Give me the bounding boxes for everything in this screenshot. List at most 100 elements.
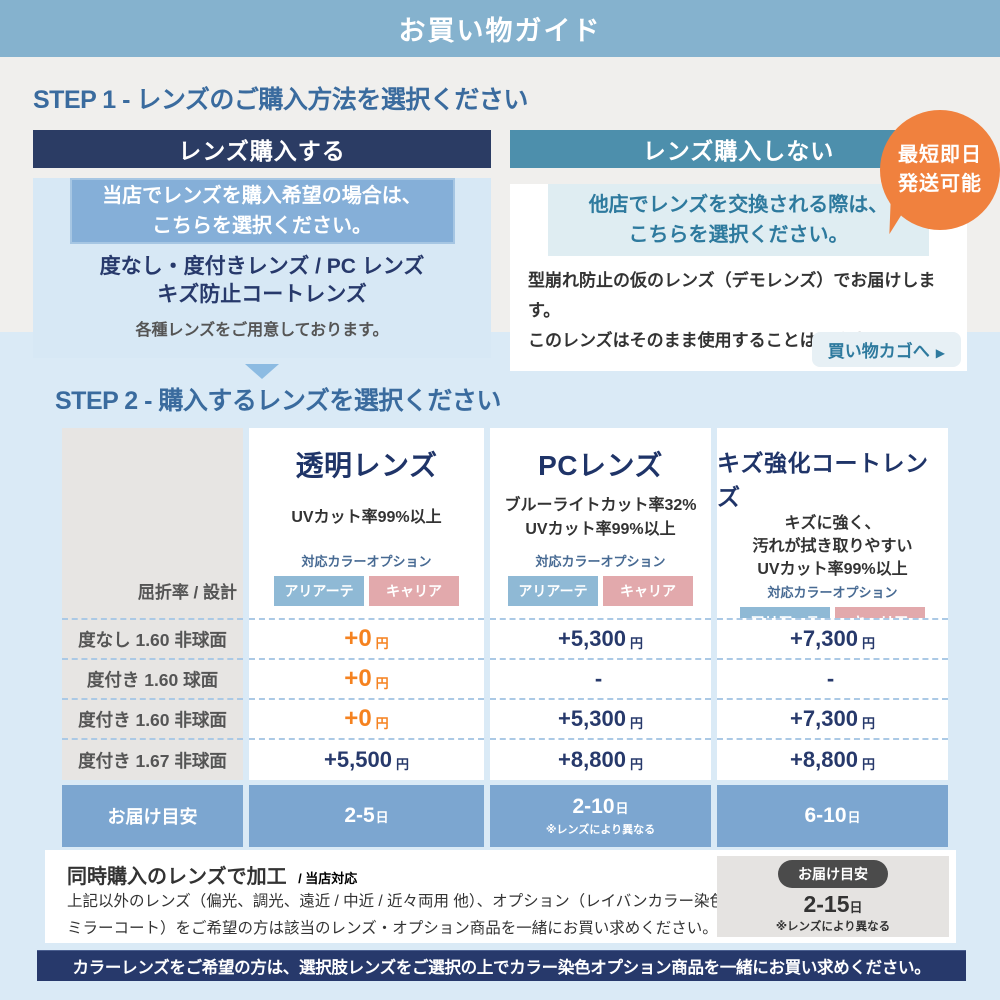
- delivery-days: 2-5: [344, 804, 375, 827]
- lens-note: 各種レンズをご用意しております。: [135, 321, 389, 339]
- color-lens-note-bar: カラーレンズをご希望の方は、選択肢レンズをご選択の上でカラー染色オプション商品を…: [37, 950, 966, 981]
- price-cell: +8,800 円: [717, 738, 948, 780]
- same-day-shipping-badge: 最短即日 発送可能: [875, 110, 1000, 235]
- color-option-chips: アリアーテ キャリア: [274, 576, 459, 606]
- arrow-right-icon: ▶: [935, 346, 945, 360]
- buy-lens-highlight: 当店でレンズを購入希望の場合は、 こちらを選択ください。: [69, 178, 455, 244]
- color-option-chips: アリアーテ キャリア: [508, 576, 693, 606]
- price-value: -: [594, 666, 603, 691]
- lens-desc-line: 汚れが拭き取りやすい: [752, 538, 913, 556]
- lens-desc-line: キズに強く、: [784, 515, 881, 532]
- delivery-cell: 2-10 日 ※レンズにより異なる: [490, 785, 711, 847]
- price-unit: 円: [861, 756, 875, 772]
- price-cell: +0 円: [249, 658, 484, 698]
- info-title: 同時購入のレンズで加工: [67, 866, 287, 888]
- page-header: お買い物ガイド: [0, 0, 1000, 57]
- badge-line: 最短即日: [898, 144, 982, 166]
- cart-link[interactable]: 買い物カゴへ ▶: [811, 332, 961, 367]
- no-lens-highlight: 他店でレンズを交換される際は、 こちらを選択ください。: [548, 184, 929, 256]
- lens-price-table: 屈折率 / 設計 度なし 1.60 非球面 度付き 1.60 球面 度付き 1.…: [62, 428, 948, 847]
- price-value: +7,300: [790, 706, 858, 731]
- step1-heading: STEP 1 - レンズのご購入方法を選択ください: [33, 86, 528, 114]
- price-unit: 円: [861, 635, 875, 651]
- refraction-label: 屈折率 / 設計: [137, 583, 237, 602]
- ariaate-chip: アリアーテ: [508, 576, 598, 606]
- scratch-coat-lens-column[interactable]: キズ強化コートレンズ キズに強く、 汚れが拭き取りやすい UVカット率99%以上…: [717, 428, 948, 780]
- clear-lens-header: 透明レンズ UVカット率99%以上 対応カラーオプション アリアーテ キャリア: [249, 428, 484, 618]
- buy-lens-panel: レンズ購入する 当店でレンズを購入希望の場合は、 こちらを選択ください。 度なし…: [33, 130, 491, 379]
- buy-lens-button[interactable]: レンズ購入する: [33, 130, 491, 168]
- price-cell: +5,300 円: [490, 618, 711, 658]
- price-unit: 円: [629, 756, 643, 772]
- color-options-label: 対応カラーオプション: [767, 584, 898, 600]
- lens-desc-line: ブルーライトカット率32%: [504, 497, 697, 515]
- highlight-line: こちらを選択ください。: [152, 215, 372, 237]
- price-value: +5,300: [558, 626, 626, 651]
- price-cell: +0 円: [249, 698, 484, 738]
- info-line: 上記以外のレンズ（偏光、調光、遠近 / 中近 / 近々両用 他）、オプション（レ…: [67, 893, 741, 910]
- price-unit: 円: [375, 635, 389, 651]
- simultaneous-purchase-box: 同時購入のレンズで加工 / 当店対応 上記以外のレンズ（偏光、調光、遠近 / 中…: [45, 850, 956, 943]
- lens-title: キズ強化コートレンズ: [717, 450, 929, 510]
- lens-title: 透明レンズ: [295, 450, 438, 481]
- lens-type-line: 度なし・度付きレンズ / PC レンズ: [99, 255, 425, 278]
- refraction-column: 屈折率 / 設計 度なし 1.60 非球面 度付き 1.60 球面 度付き 1.…: [62, 428, 243, 780]
- lens-type-line: キズ防止コートレンズ: [157, 283, 367, 307]
- price-value: +8,800: [790, 747, 858, 772]
- delivery-label: お届け目安: [107, 807, 198, 827]
- price-value: +0: [344, 625, 372, 652]
- delivery-estimate-box: お届け目安 2-15 日 ※レンズにより異なる: [717, 856, 949, 937]
- info-title-suffix: / 当店対応: [298, 871, 358, 886]
- delivery-days: 6-10: [804, 804, 847, 827]
- page-title: お買い物ガイド: [398, 16, 602, 46]
- price-unit: 円: [375, 715, 389, 731]
- price-value: +0: [344, 665, 372, 692]
- career-chip: キャリア: [369, 576, 459, 606]
- delivery-label-cell: お届け目安: [62, 785, 243, 847]
- delivery-note: ※レンズにより異なる: [775, 920, 891, 933]
- career-chip: キャリア: [603, 576, 693, 606]
- price-unit: 円: [395, 756, 409, 772]
- price-value: +5,300: [558, 706, 626, 731]
- price-value: +0: [344, 705, 372, 732]
- highlight-line: 他店でレンズを交換される際は、: [588, 194, 889, 216]
- price-cell: -: [717, 658, 948, 698]
- price-unit: 円: [629, 715, 643, 731]
- price-cell: +7,300 円: [717, 698, 948, 738]
- lens-title: PCレンズ: [538, 450, 663, 481]
- delivery-note: ※レンズにより異なる: [545, 824, 656, 836]
- lens-types: 度なし・度付きレンズ / PC レンズ キズ防止コートレンズ: [33, 253, 491, 310]
- price-value: -: [826, 666, 835, 691]
- delivery-cell: 6-10 日: [717, 785, 948, 847]
- highlight-line: こちらを選択ください。: [628, 224, 849, 246]
- lens-desc-line: UVカット率99%以上: [291, 508, 442, 526]
- lens-desc-line: UVカット率99%以上: [525, 520, 676, 538]
- lens-desc: ブルーライトカット率32% UVカット率99%以上: [504, 494, 696, 540]
- down-arrow-icon: [245, 364, 279, 379]
- description-line: 型崩れ防止の仮のレンズ（デモレンズ）でお届けします。: [528, 271, 936, 320]
- price-value: +5,500: [324, 747, 392, 772]
- pc-lens-column[interactable]: PCレンズ ブルーライトカット率32% UVカット率99%以上 対応カラーオプシ…: [490, 428, 711, 780]
- ariaate-chip: アリアーテ: [274, 576, 364, 606]
- info-line: ミラーコート）をご希望の方は該当のレンズ・オプション商品を一緒にお買い求めくださ…: [67, 919, 718, 937]
- price-unit: 円: [375, 675, 389, 691]
- price-value: +8,800: [558, 747, 626, 772]
- badge-line: 発送可能: [898, 173, 982, 195]
- delivery-unit: 日: [849, 899, 863, 915]
- scratch-coat-lens-header: キズ強化コートレンズ キズに強く、 汚れが拭き取りやすい UVカット率99%以上…: [717, 428, 948, 637]
- delivery-days: 2-10: [572, 795, 615, 818]
- clear-lens-column[interactable]: 透明レンズ UVカット率99%以上 対応カラーオプション アリアーテ キャリア …: [249, 428, 484, 780]
- delivery-cell: 2-5 日: [249, 785, 484, 847]
- price-cell: +8,800 円: [490, 738, 711, 780]
- lens-desc-line: UVカット率99%以上: [757, 561, 908, 579]
- row-label: 度なし 1.60 非球面: [62, 618, 243, 658]
- refraction-header-cell: 屈折率 / 設計: [62, 428, 243, 618]
- no-lens-body: 他店でレンズを交換される際は、 こちらを選択ください。 型崩れ防止の仮のレンズ（…: [510, 184, 967, 371]
- cart-link-label: 買い物カゴへ: [827, 342, 930, 361]
- delivery-days: 2-15: [803, 890, 850, 917]
- price-value: +7,300: [790, 626, 858, 651]
- price-cell: -: [490, 658, 711, 698]
- price-unit: 円: [861, 715, 875, 731]
- step2-heading: STEP 2 - 購入するレンズを選択ください: [55, 387, 501, 415]
